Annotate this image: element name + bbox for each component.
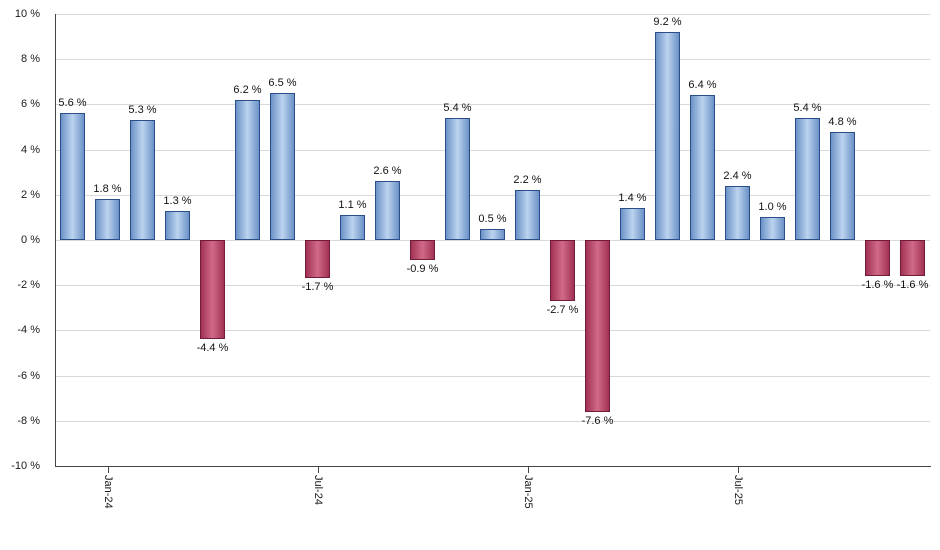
y-tick-label: -4 %: [17, 324, 40, 337]
bar: [515, 190, 540, 240]
bar: [445, 117, 470, 240]
bar-value-label: 1.4 %: [618, 192, 647, 205]
x-axis-line: [55, 466, 931, 467]
bar: [655, 32, 680, 240]
bar: [585, 240, 610, 412]
grid-line: [55, 240, 930, 241]
bar-value-label: 5.3 %: [128, 104, 157, 117]
grid-line: [55, 194, 930, 196]
bar-value-label: 1.8 %: [93, 183, 122, 196]
bar-value-label: 5.4 %: [793, 101, 822, 114]
bar-value-label: 2.2 %: [513, 174, 542, 187]
x-tick-mark: [737, 467, 739, 473]
y-tick-label: 8 %: [21, 53, 40, 66]
bar: [305, 240, 330, 279]
bar: [900, 240, 925, 277]
bar-value-label: -1.7 %: [301, 281, 334, 294]
grid-line: [55, 420, 930, 422]
grid-line: [55, 285, 930, 287]
bar: [760, 217, 785, 240]
bar: [550, 240, 575, 302]
bar: [95, 199, 120, 240]
bar-value-label: 9.2 %: [653, 16, 682, 29]
x-tick-mark: [527, 467, 529, 473]
bar: [410, 240, 435, 261]
bar: [725, 185, 750, 240]
bar: [480, 228, 505, 240]
x-tick-mark: [317, 467, 319, 473]
bar-value-label: 1.1 %: [338, 199, 367, 212]
bar-value-label: 0.5 %: [478, 212, 507, 225]
y-tick-label: -8 %: [17, 414, 40, 427]
bar: [830, 131, 855, 240]
y-axis-line: [55, 14, 56, 466]
x-tick-label: Jan-24: [101, 475, 114, 509]
bar-value-label: 4.8 %: [828, 115, 857, 128]
bar-value-label: 2.6 %: [373, 165, 402, 178]
bar-value-label: 6.5 %: [268, 77, 297, 90]
x-tick-mark: [107, 467, 109, 473]
bar-value-label: 6.2 %: [233, 83, 262, 96]
bar: [200, 240, 225, 340]
bar-value-label: 5.4 %: [443, 101, 472, 114]
bar-value-label: -2.7 %: [546, 304, 579, 317]
bar-value-label: 5.6 %: [58, 97, 87, 110]
grid-line: [55, 375, 930, 377]
bar: [865, 240, 890, 277]
bar: [235, 99, 260, 240]
bar-value-label: -7.6 %: [581, 414, 614, 427]
x-tick-label: Jul-25: [731, 475, 744, 505]
bar: [130, 120, 155, 240]
bar: [270, 93, 295, 240]
x-tick-label: Jul-24: [311, 475, 324, 505]
bar-value-label: -4.4 %: [196, 342, 229, 355]
y-tick-label: -2 %: [17, 279, 40, 292]
x-tick-label: Jan-25: [521, 475, 534, 509]
y-tick-label: 10 %: [14, 8, 40, 20]
bar: [340, 215, 365, 240]
grid-line: [55, 104, 930, 106]
y-tick-label: -10 %: [11, 460, 40, 472]
bar-value-label: 2.4 %: [723, 169, 752, 182]
bar-value-label: 1.0 %: [758, 201, 787, 214]
grid-line: [55, 59, 930, 61]
bar: [795, 117, 820, 240]
bar: [165, 210, 190, 240]
bar: [375, 181, 400, 240]
grid-line: [55, 330, 930, 332]
grid-line: [55, 14, 930, 15]
bar: [690, 95, 715, 240]
y-tick-label: 2 %: [21, 188, 40, 201]
y-tick-label: 0 %: [21, 234, 40, 246]
bar-value-label: -1.6 %: [861, 279, 894, 292]
y-tick-label: -6 %: [17, 369, 40, 382]
y-tick-label: 6 %: [21, 98, 40, 111]
grid-line: [55, 149, 930, 151]
bar-value-label: -0.9 %: [406, 263, 439, 276]
bar-value-label: -1.6 %: [896, 279, 929, 292]
bar-value-label: 6.4 %: [688, 79, 717, 92]
bar-value-label: 1.3 %: [163, 194, 192, 207]
bar: [60, 113, 85, 240]
y-tick-label: 4 %: [21, 143, 40, 156]
bar: [620, 208, 645, 240]
